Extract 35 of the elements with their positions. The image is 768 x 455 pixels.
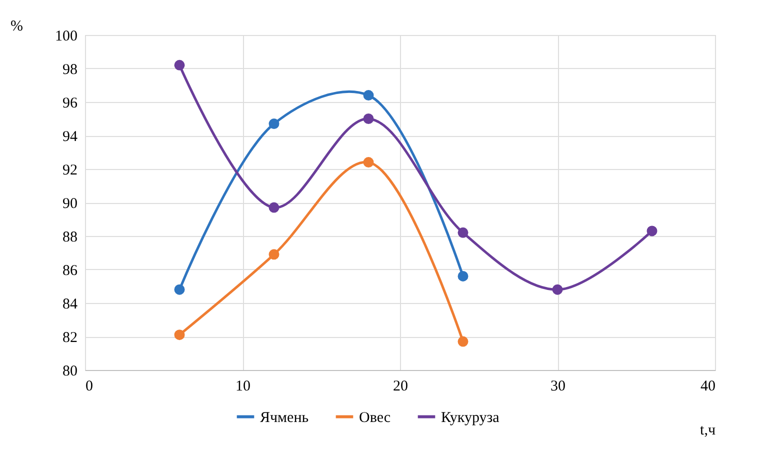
- y-tick-label: 88: [62, 230, 78, 246]
- y-tick-label: 96: [62, 96, 78, 112]
- x-tick-label: 0: [86, 378, 93, 394]
- x-tick-label: 10: [236, 378, 250, 394]
- legend-label: Кукуруза: [441, 410, 500, 426]
- point: [552, 284, 563, 295]
- legend-label: Овес: [359, 410, 391, 426]
- y-tick-label: 92: [62, 162, 78, 178]
- point: [174, 330, 185, 340]
- x-tick-label: 40: [700, 378, 716, 394]
- point: [458, 336, 468, 347]
- y-tick-label: 98: [62, 62, 78, 78]
- y-tick-label: 94: [62, 129, 78, 145]
- point: [646, 226, 658, 236]
- y-tick-label: 100: [55, 28, 78, 44]
- y-tick-label: 82: [62, 330, 78, 346]
- y-tick-label: 90: [62, 196, 78, 212]
- point: [363, 90, 374, 101]
- y-tick-label: 86: [62, 263, 78, 279]
- point: [268, 249, 280, 260]
- y-tick-label: 84: [62, 296, 78, 312]
- point: [458, 227, 468, 238]
- point: [458, 270, 468, 282]
- x-tick-label: 30: [550, 378, 566, 394]
- point: [363, 157, 374, 168]
- x-tick-label: 20: [393, 378, 408, 394]
- y-tick-label: 80: [62, 364, 78, 380]
- point: [174, 284, 185, 295]
- point: [268, 202, 280, 213]
- point: [268, 118, 280, 130]
- y-axis-title: %: [10, 18, 23, 34]
- point: [363, 114, 374, 124]
- point: [174, 60, 185, 70]
- x-axis-title: t,ч: [700, 422, 716, 438]
- legend-label: Ячмень: [260, 410, 309, 426]
